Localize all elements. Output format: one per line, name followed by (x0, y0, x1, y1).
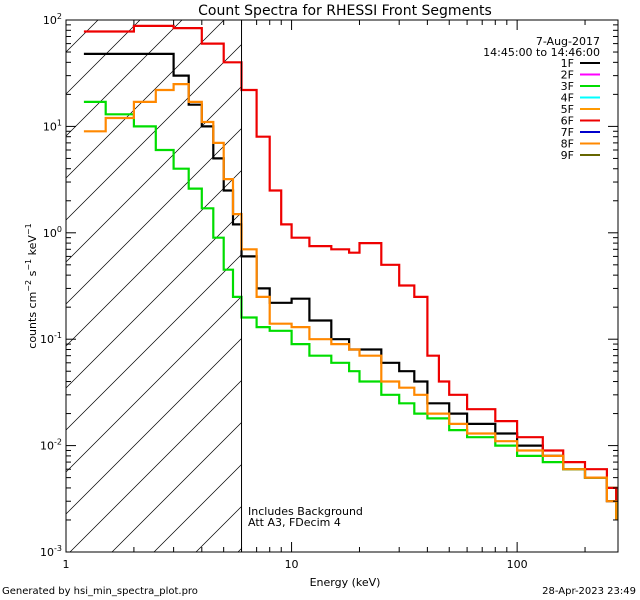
hatch-line (324, 0, 640, 592)
legend-date: 7-Aug-2017 (536, 35, 600, 48)
y-tick-label: 100 (43, 225, 62, 240)
hatch-line (66, 253, 242, 431)
x-tick-labels: 1 10 100 (63, 558, 528, 571)
y-tick-labels: 102 101 100 10-1 10-2 10-3 (40, 12, 62, 559)
hatch-line (0, 0, 104, 592)
chart-title: Count Spectra for RHESSI Front Segments (198, 3, 492, 19)
legend-label-1f: 1F (561, 57, 574, 70)
footer-generator: Generated by hsi_min_spectra_plot.pro (2, 586, 198, 597)
hatch-line (66, 295, 242, 473)
hatch-line (66, 337, 242, 515)
x-axis-label: Energy (keV) (310, 576, 381, 589)
hatch-line (66, 85, 242, 263)
hatch-line (66, 169, 242, 347)
hatch-line (0, 0, 20, 592)
x-tick-label: 10 (285, 558, 299, 571)
annotation-background: Includes Background (248, 505, 363, 518)
plot-frame (65, 19, 619, 553)
series-6f (83, 24, 618, 502)
hatch-line (153, 463, 242, 552)
legend-label-8f: 8F (561, 138, 574, 151)
hatch-line (69, 379, 242, 552)
hatch-line (366, 0, 640, 592)
legend-label-3f: 3F (561, 80, 574, 93)
legend-label-9f: 9F (561, 149, 574, 162)
series-8f (83, 83, 618, 520)
y-tick-label: 10-2 (40, 438, 62, 453)
hatch-line (66, 20, 99, 53)
y-axis-label: counts cm−2 s−1 keV−1 (24, 223, 39, 348)
legend-label-7f: 7F (561, 126, 574, 139)
hatch-line (66, 20, 141, 95)
y-tick-label: 10-3 (40, 544, 62, 559)
hatch-line (240, 0, 640, 592)
y-tick-label: 102 (43, 12, 62, 27)
legend: 7-Aug-2017 14:45:00 to 14:46:00 1F2F3F4F… (483, 35, 600, 162)
series-lines (83, 24, 618, 520)
hatch-line (66, 43, 242, 221)
x-tick-label: 100 (507, 558, 528, 571)
legend-label-2f: 2F (561, 69, 574, 82)
footer-timestamp: 28-Apr-2023 23:49 (542, 586, 636, 597)
legend-label-6f: 6F (561, 115, 574, 128)
series-3f (83, 100, 618, 520)
axis-ticks (65, 20, 618, 553)
hatch-line (282, 0, 640, 592)
x-tick-label: 1 (63, 558, 70, 571)
hatch-line (66, 20, 183, 137)
legend-label-5f: 5F (561, 103, 574, 116)
y-tick-label: 10-1 (40, 331, 62, 346)
hatch-line (66, 127, 242, 305)
hatch-line (66, 211, 242, 389)
hatch-line (66, 20, 225, 179)
annotation-attenuator: Att A3, FDecim 4 (248, 516, 341, 529)
legend-label-4f: 4F (561, 92, 574, 105)
y-tick-label: 101 (43, 118, 62, 133)
legend-time-range: 14:45:00 to 14:46:00 (483, 46, 600, 59)
hatch-line (111, 421, 242, 552)
